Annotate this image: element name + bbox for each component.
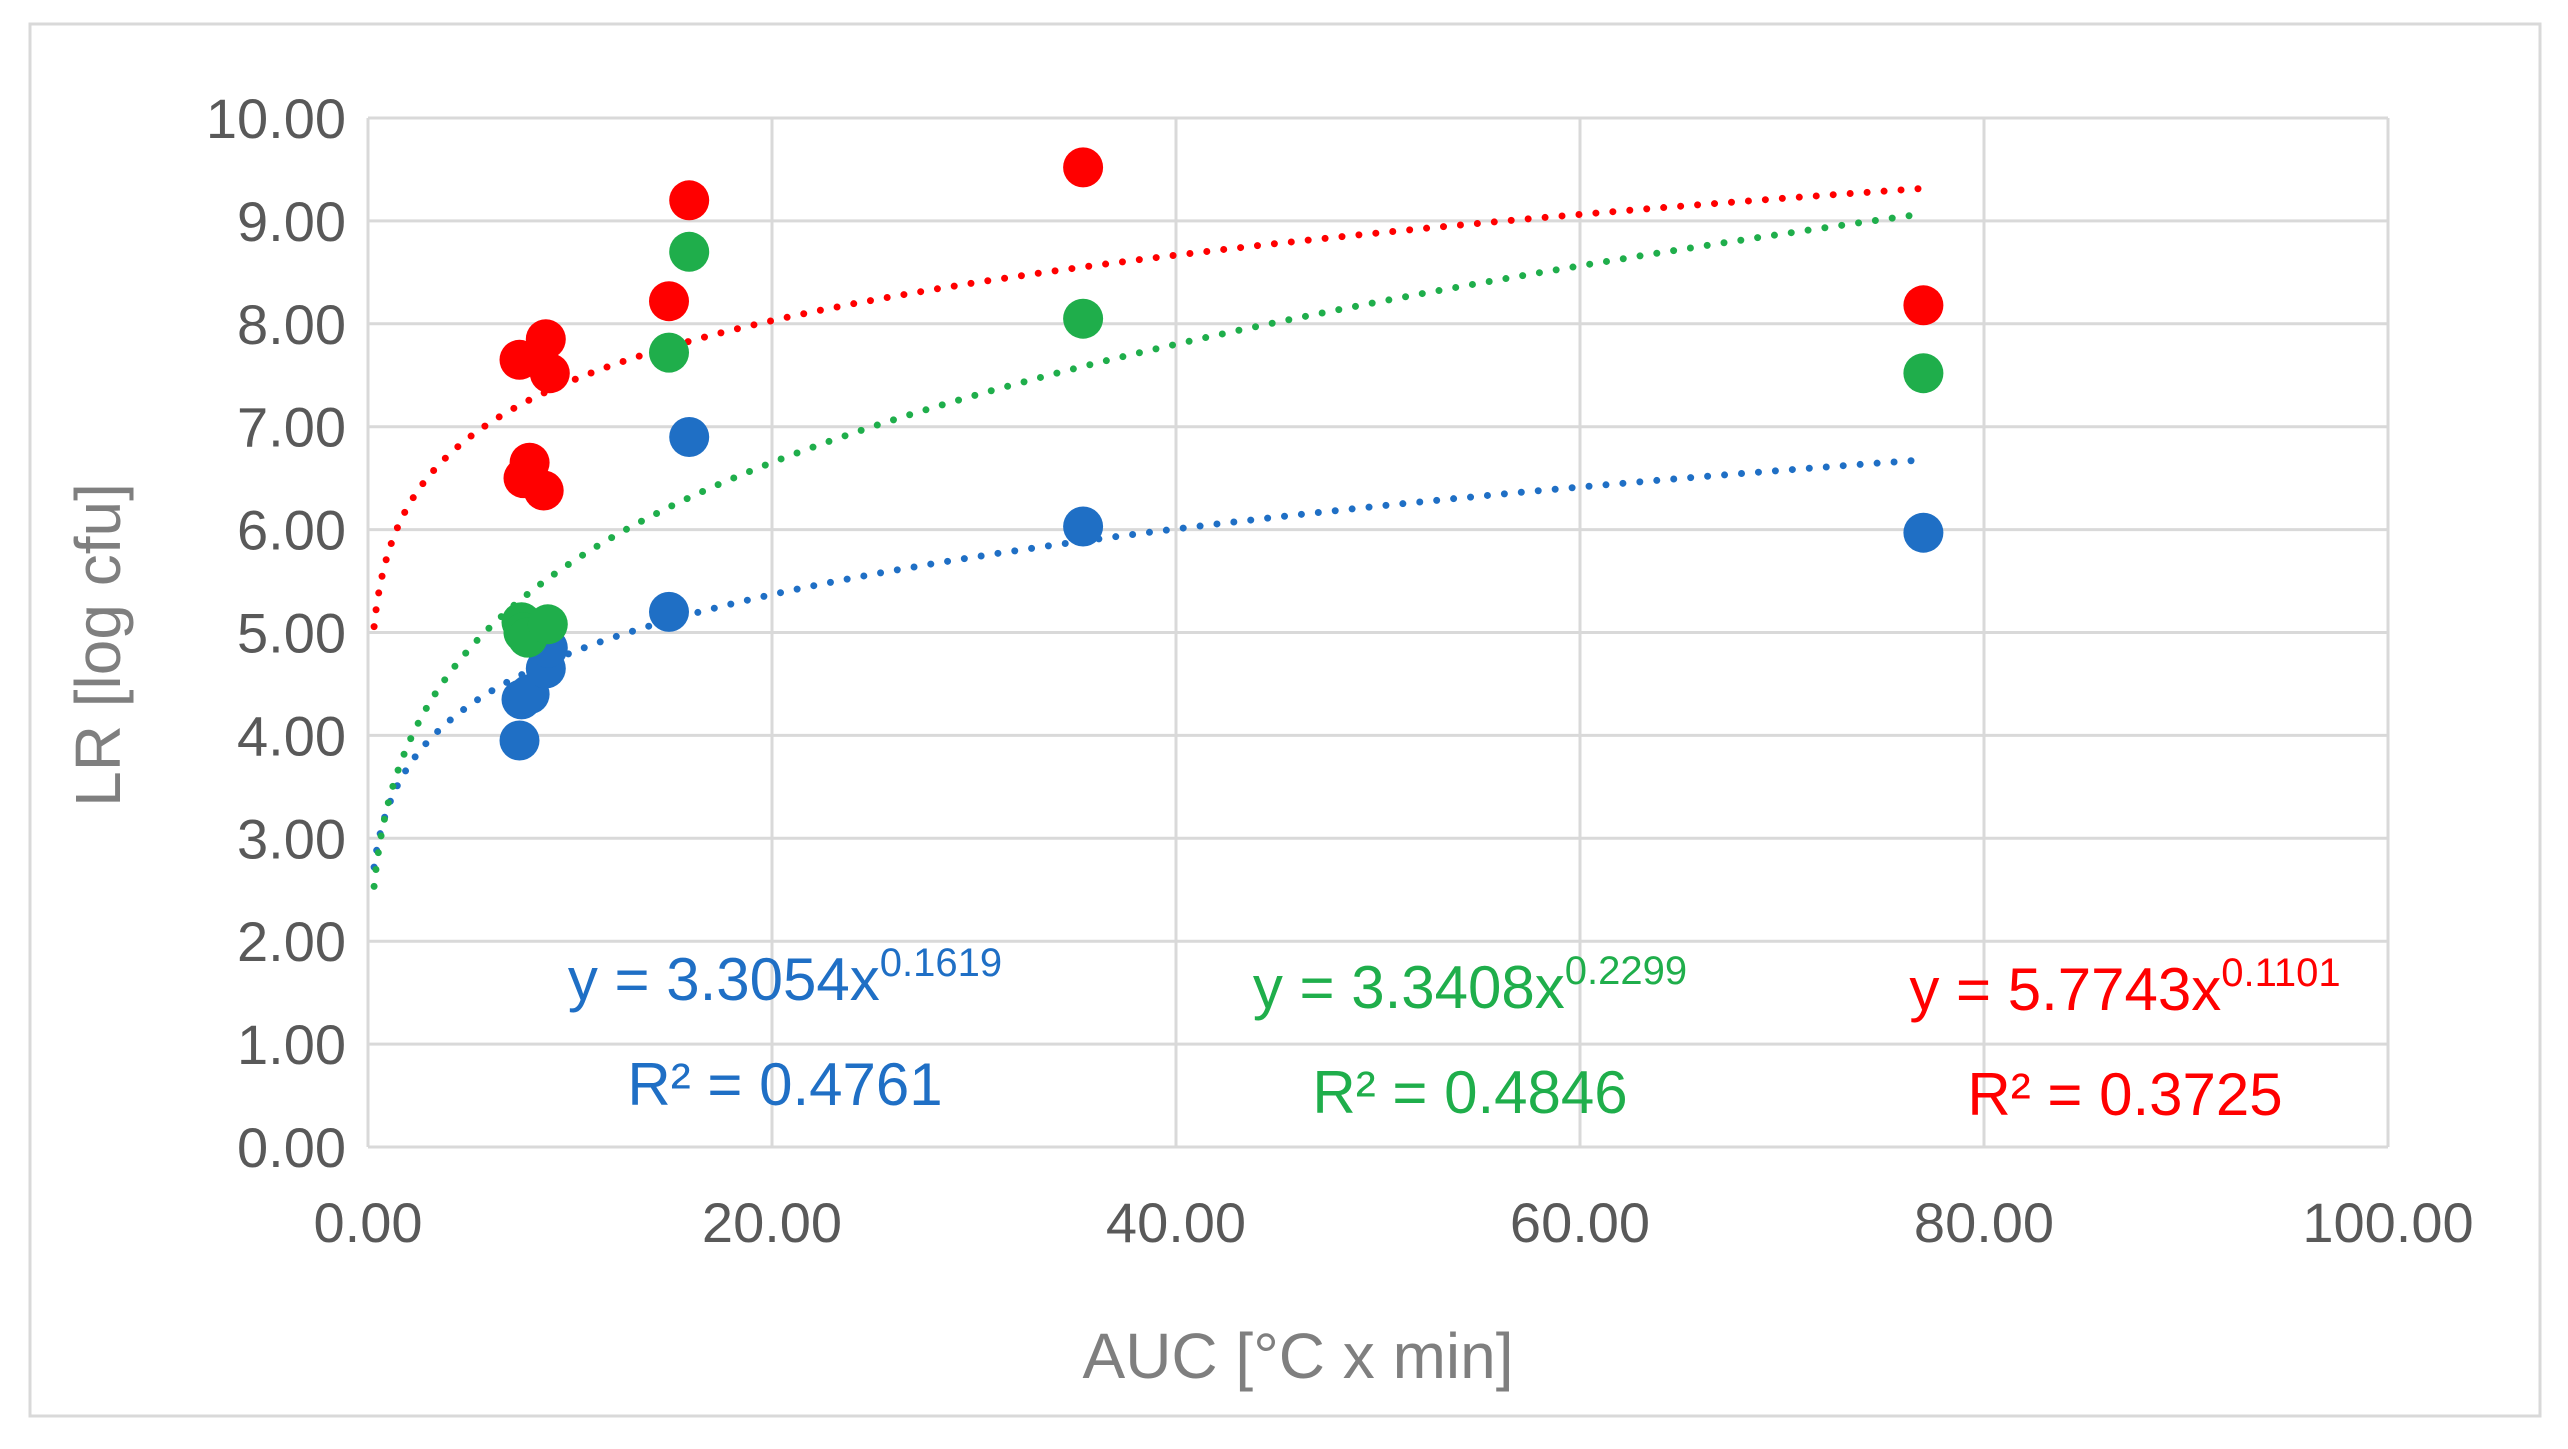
x-tick-label: 40.00	[1106, 1191, 1246, 1254]
y-tick-label: 1.00	[237, 1013, 346, 1076]
data-point-red	[1903, 285, 1944, 326]
y-tick-label: 8.00	[237, 293, 346, 356]
r-squared-green: R² = 0.4846	[1312, 1059, 1627, 1126]
data-point-red	[669, 180, 710, 221]
x-tick-label: 0.00	[314, 1191, 423, 1254]
data-point-blue	[669, 417, 710, 457]
x-tick-label: 100.00	[2302, 1191, 2473, 1254]
x-tick-label: 20.00	[702, 1191, 842, 1254]
data-points	[499, 147, 1944, 761]
y-tick-label: 0.00	[237, 1116, 346, 1179]
equation-base: y = 3.3054x	[568, 946, 880, 1013]
y-tick-label: 5.00	[237, 602, 346, 665]
y-tick-label: 2.00	[237, 910, 346, 973]
equation-green: y = 3.3408x0.2299	[1253, 949, 1687, 1021]
x-tick-label: 60.00	[1510, 1191, 1650, 1254]
y-tick-label: 9.00	[237, 190, 346, 253]
trendline-green	[370, 210, 1927, 890]
data-point-green	[527, 604, 568, 645]
equation-blue: y = 3.3054x0.1619	[568, 941, 1002, 1013]
data-point-green	[1903, 353, 1944, 394]
r-squared-red: R² = 0.3725	[1967, 1061, 2282, 1128]
data-point-green	[1063, 298, 1104, 339]
equation-exponent: 0.1101	[2221, 951, 2340, 995]
data-point-red	[523, 470, 564, 511]
x-axis-label: AUC [°C x min]	[1083, 1320, 1514, 1392]
data-point-blue	[1063, 506, 1104, 547]
equation-exponent: 0.1619	[880, 941, 1002, 985]
r-squared-blue: R² = 0.4761	[627, 1051, 942, 1118]
data-point-blue	[499, 720, 540, 761]
data-point-red	[525, 319, 566, 360]
data-point-green	[649, 332, 689, 373]
data-point-blue	[649, 591, 689, 632]
y-tick-label: 4.00	[237, 704, 346, 767]
y-tick-label: 10.00	[206, 87, 346, 150]
data-point-red	[529, 353, 570, 394]
trendlines	[370, 184, 1927, 890]
y-tick-label: 7.00	[237, 396, 346, 459]
data-point-red	[649, 281, 689, 322]
y-tick-label: 3.00	[237, 807, 346, 870]
equation-red: y = 5.7743x0.1101	[1909, 951, 2340, 1023]
equation-base: y = 3.3408x	[1253, 954, 1565, 1021]
grid-lines	[366, 116, 2390, 1149]
x-tick-label: 80.00	[1914, 1191, 2054, 1254]
equation-exponent: 0.2299	[1565, 949, 1687, 993]
data-point-blue	[1903, 512, 1944, 553]
trendline-blue	[370, 456, 1927, 871]
data-point-green	[669, 231, 710, 272]
y-tick-label: 6.00	[237, 499, 346, 562]
data-point-red	[1063, 147, 1104, 188]
y-axis-label: LR [log cfu]	[62, 483, 134, 807]
equation-base: y = 5.7743x	[1909, 956, 2221, 1023]
tick-labels: 0.00 1.00 2.00 3.00 4.00 5.00 6.00 7.00 8.00 9.00…	[206, 87, 2474, 1254]
